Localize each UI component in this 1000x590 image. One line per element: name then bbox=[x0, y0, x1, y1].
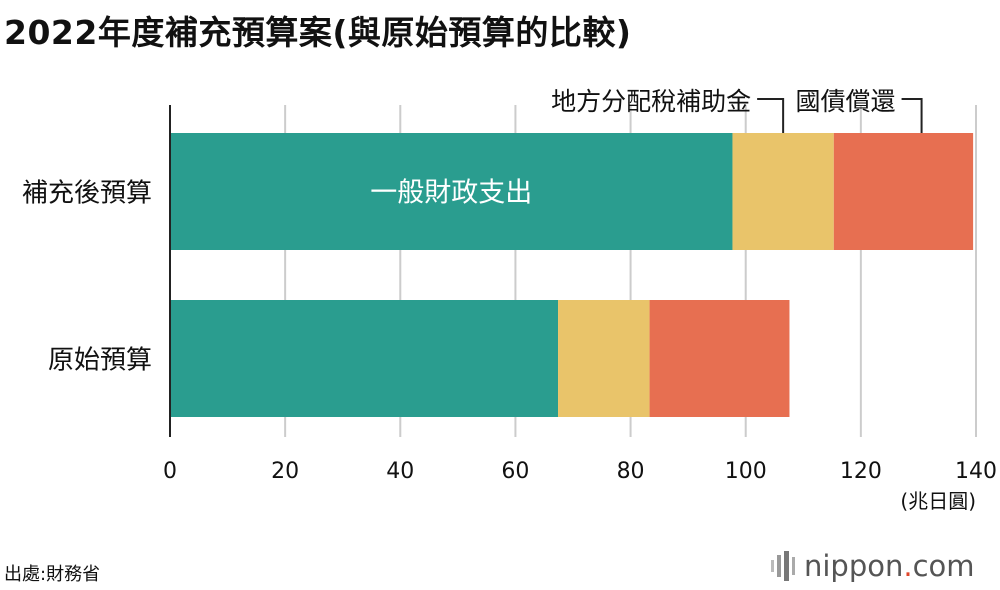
source-note: 出處:財務省 bbox=[4, 564, 101, 585]
bar-segment bbox=[558, 300, 650, 417]
bar-segment bbox=[732, 133, 834, 250]
callout-leader bbox=[901, 98, 923, 133]
x-tick-label: 60 bbox=[501, 459, 529, 484]
x-tick-label: 140 bbox=[955, 459, 997, 484]
x-tick-label: 120 bbox=[840, 459, 882, 484]
x-tick-label: 40 bbox=[386, 459, 414, 484]
x-axis-unit: (兆日圓) bbox=[900, 489, 976, 513]
nippon-logo-mark-icon bbox=[771, 551, 795, 581]
bar-segment bbox=[649, 300, 790, 417]
bar-segment bbox=[170, 300, 559, 417]
chart-title: 2022年度補充預算案(與原始預算的比較) bbox=[4, 13, 632, 52]
x-tick-label: 20 bbox=[271, 459, 299, 484]
nippon-logo: nippon.com bbox=[770, 548, 975, 584]
category-label: 原始預算 bbox=[48, 346, 152, 376]
series-label: 一般財政支出 bbox=[370, 178, 532, 209]
category-label: 補充後預算 bbox=[22, 179, 152, 209]
bar-segment bbox=[833, 133, 974, 250]
x-tick-label: 0 bbox=[163, 459, 177, 484]
x-tick-label: 80 bbox=[617, 459, 645, 484]
series-label: 地方分配稅補助金 bbox=[551, 87, 751, 116]
nippon-logo-text: nippon.com bbox=[804, 549, 975, 583]
bar-segment bbox=[170, 133, 733, 250]
x-tick-label: 100 bbox=[725, 459, 767, 484]
series-label: 國債償還 bbox=[796, 87, 896, 116]
callout-leader bbox=[757, 98, 785, 133]
